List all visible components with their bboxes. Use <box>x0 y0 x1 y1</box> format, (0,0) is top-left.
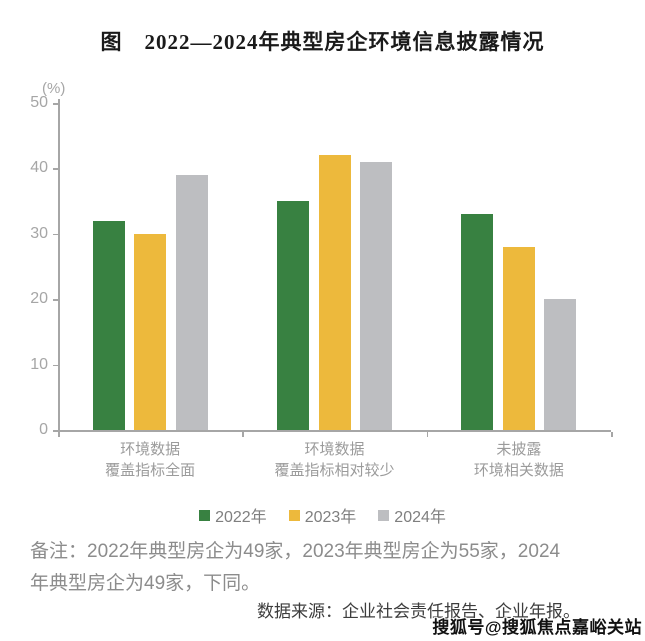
y-tick-label: 0 <box>39 421 48 438</box>
watermark: 搜狐号@搜狐焦点嘉峪关站 <box>432 618 642 637</box>
category-label-line: 覆盖指标相对较少 <box>274 462 395 479</box>
y-tick-label: 30 <box>30 224 48 242</box>
chart-title: 图 2022—2024年典型房企环境信息披露情况 <box>100 30 545 54</box>
y-tick <box>53 233 58 236</box>
chart-bar <box>461 214 494 430</box>
legend-swatch <box>378 509 390 521</box>
chart-bar <box>544 299 577 430</box>
legend-item: 2024年 <box>378 503 446 527</box>
x-tick <box>426 431 429 437</box>
x-tick <box>611 431 613 437</box>
y-tick-label: 40 <box>30 159 48 177</box>
chart-bar <box>502 246 535 430</box>
y-tick-label: 10 <box>30 355 48 373</box>
chart-bar <box>360 161 392 430</box>
chart-bar <box>134 233 167 430</box>
legend: 2022年 2023年 2024年 <box>0 503 645 527</box>
y-tick <box>53 168 58 170</box>
legend-item: 2023年 <box>288 503 357 527</box>
chart-bar <box>318 155 351 430</box>
x-tick <box>242 431 244 437</box>
chart-bar <box>92 220 125 430</box>
legend-label: 2024年 <box>394 509 446 526</box>
category-label-line: 环境相关数据 <box>473 462 564 479</box>
category-label-line: 覆盖指标全面 <box>105 462 196 479</box>
legend-swatch <box>288 509 300 521</box>
legend-label: 2023年 <box>304 509 357 526</box>
category-label-line: 环境数据 <box>120 441 181 458</box>
y-tick-label: 20 <box>30 290 48 308</box>
category-label-line: 未披露 <box>496 441 542 458</box>
x-axis-line <box>58 430 611 432</box>
legend-label: 2022年 <box>215 509 267 526</box>
chart-bar <box>175 174 208 430</box>
legend-swatch <box>199 509 211 521</box>
category-label: 环境数据覆盖指标全面 <box>40 439 260 481</box>
y-tick <box>53 299 58 301</box>
y-axis-unit-label: (%) <box>42 80 66 97</box>
legend-item: 2022年 <box>199 503 267 527</box>
y-axis-line <box>58 99 60 430</box>
remark-line-1: 备注：2022年典型房企为49家，2023年典型房企为55家，2024 <box>30 541 561 562</box>
category-label: 未披露 环境相关数据 <box>409 439 629 481</box>
x-tick <box>58 431 60 437</box>
y-tick <box>53 103 58 105</box>
y-tick-label: 50 <box>30 94 48 111</box>
data-source-note: 数据来源：企业社会责任报告、企业年报。 <box>257 602 580 621</box>
remark-line-2: 年典型房企为49家，下同。 <box>30 573 261 594</box>
remark-note: 备注：2022年典型房企为49家，2023年典型房企为55家，2024 年典型房… <box>30 536 630 600</box>
category-label: 环境数据覆盖指标相对较少 <box>225 439 445 481</box>
category-label-line: 环境数据 <box>304 441 365 458</box>
chart-bar <box>277 201 309 430</box>
y-tick <box>53 364 58 367</box>
y-tick <box>53 430 58 432</box>
